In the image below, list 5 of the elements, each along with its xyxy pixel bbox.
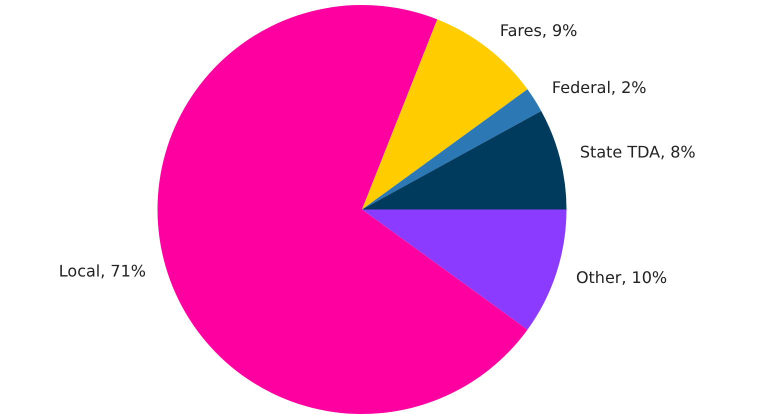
- slice-label: Other, 10%: [576, 268, 668, 288]
- slice-label: Federal, 2%: [552, 78, 646, 98]
- slice-label: Fares, 9%: [500, 20, 578, 40]
- slice-label: Local, 71%: [58, 261, 146, 280]
- slice-label: State TDA, 8%: [580, 142, 696, 162]
